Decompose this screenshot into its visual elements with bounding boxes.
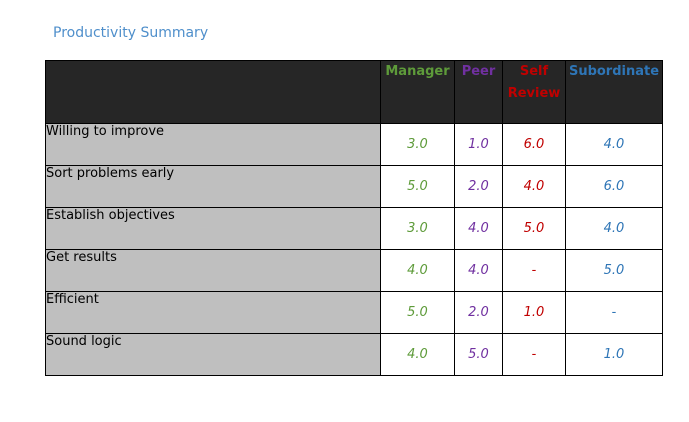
- row-label: Sound logic: [45, 333, 381, 376]
- self-review-score: -: [502, 333, 566, 376]
- table-row: Get results 4.0 4.0 - 5.0: [45, 249, 663, 292]
- peer-score: 4.0: [454, 207, 503, 250]
- header-self-line1: Self: [519, 64, 549, 79]
- peer-score: 2.0: [454, 291, 503, 334]
- page-title: Productivity Summary: [53, 25, 209, 41]
- peer-score: 2.0: [454, 165, 503, 208]
- header-self-review: Self Review: [502, 60, 566, 124]
- peer-score: 4.0: [454, 249, 503, 292]
- self-review-score: 6.0: [502, 123, 566, 166]
- row-label: Willing to improve: [45, 123, 381, 166]
- self-review-score: -: [502, 249, 566, 292]
- productivity-table: Manager Peer Self Review Subordinate Wil…: [45, 60, 663, 376]
- table-row: Willing to improve 3.0 1.0 6.0 4.0: [45, 123, 663, 166]
- manager-score: 4.0: [380, 333, 455, 376]
- table-row: Sort problems early 5.0 2.0 4.0 6.0: [45, 165, 663, 208]
- table-row: Establish objectives 3.0 4.0 5.0 4.0: [45, 207, 663, 250]
- subordinate-score: 4.0: [565, 123, 663, 166]
- header-self-line2: Review: [507, 86, 561, 101]
- manager-score: 5.0: [380, 165, 455, 208]
- row-label: Get results: [45, 249, 381, 292]
- self-review-score: 1.0: [502, 291, 566, 334]
- row-label: Efficient: [45, 291, 381, 334]
- manager-score: 5.0: [380, 291, 455, 334]
- row-label: Establish objectives: [45, 207, 381, 250]
- table-row: Sound logic 4.0 5.0 - 1.0: [45, 333, 663, 376]
- subordinate-score: 5.0: [565, 249, 663, 292]
- row-label: Sort problems early: [45, 165, 381, 208]
- manager-score: 3.0: [380, 207, 455, 250]
- table-row: Efficient 5.0 2.0 1.0 -: [45, 291, 663, 334]
- manager-score: 3.0: [380, 123, 455, 166]
- peer-score: 5.0: [454, 333, 503, 376]
- subordinate-score: 1.0: [565, 333, 663, 376]
- self-review-score: 5.0: [502, 207, 566, 250]
- header-peer: Peer: [454, 60, 503, 124]
- table-header-row: Manager Peer Self Review Subordinate: [45, 60, 663, 124]
- subordinate-score: 4.0: [565, 207, 663, 250]
- peer-score: 1.0: [454, 123, 503, 166]
- subordinate-score: 6.0: [565, 165, 663, 208]
- manager-score: 4.0: [380, 249, 455, 292]
- self-review-score: 4.0: [502, 165, 566, 208]
- header-subordinate: Subordinate: [565, 60, 663, 124]
- header-corner-cell: [45, 60, 381, 124]
- subordinate-score: -: [565, 291, 663, 334]
- header-manager: Manager: [380, 60, 455, 124]
